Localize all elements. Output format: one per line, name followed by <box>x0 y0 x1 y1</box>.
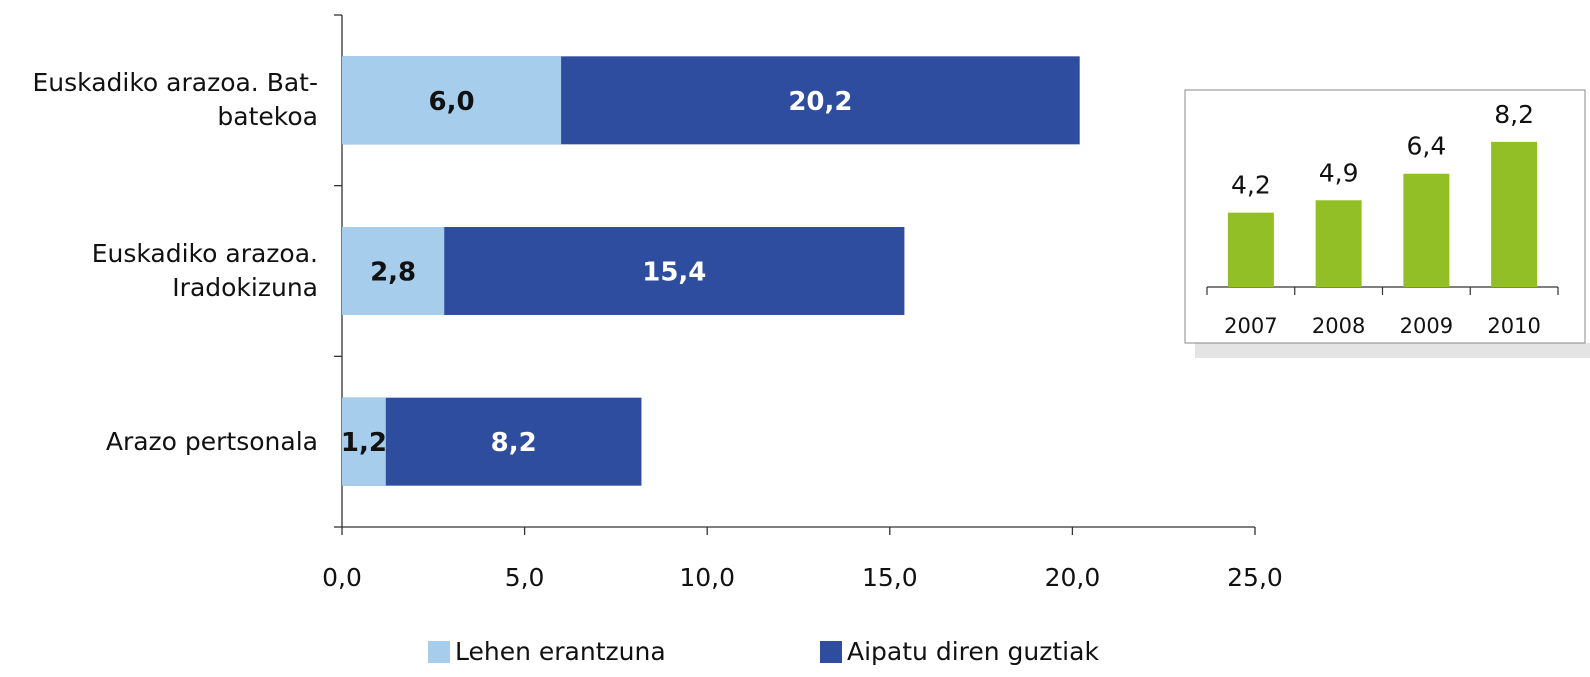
x-tick-label: 20,0 <box>1045 563 1101 592</box>
data-label: 8,2 <box>491 428 537 458</box>
data-label: 2,8 <box>370 258 416 288</box>
data-label: 6,4 <box>1406 132 1446 161</box>
bar <box>1403 173 1450 287</box>
x-tick-label: 25,0 <box>1227 563 1283 592</box>
x-tick-label: 5,0 <box>505 563 545 592</box>
legend-label: Lehen erantzuna <box>455 637 666 666</box>
bar <box>1491 141 1538 287</box>
bar <box>1227 212 1274 287</box>
bar <box>342 397 386 486</box>
x-tick-label: 2010 <box>1487 314 1540 338</box>
x-tick-label: 2007 <box>1224 314 1277 338</box>
data-label: 1,2 <box>341 428 387 458</box>
bar <box>342 227 445 315</box>
x-tick-label: 2008 <box>1312 314 1365 338</box>
x-tick-label: 15,0 <box>862 563 918 592</box>
y-tick-label: Euskadiko arazoa. Iradokizuna <box>91 239 318 302</box>
y-tick-label: Euskadiko arazoa. Bat- batekoa <box>32 68 318 132</box>
bar <box>342 56 562 145</box>
x-tick-label: 0,0 <box>322 563 362 592</box>
x-tick-label: 10,0 <box>679 563 735 592</box>
legend-swatch <box>428 641 450 663</box>
x-tick-label: 2009 <box>1400 314 1453 338</box>
legend-label: Aipatu diren guztiak <box>847 637 1099 666</box>
data-label: 4,9 <box>1319 158 1359 187</box>
bar <box>342 397 642 486</box>
data-label: 15,4 <box>642 258 706 288</box>
y-tick-label: Arazo pertsonala <box>105 426 318 456</box>
data-label: 20,2 <box>788 87 852 117</box>
data-label: 6,0 <box>429 87 475 117</box>
inset-shadow <box>1195 343 1590 358</box>
data-label: 8,2 <box>1494 100 1534 129</box>
bar <box>1315 200 1362 287</box>
legend-swatch <box>820 641 842 663</box>
data-label: 4,2 <box>1231 171 1271 200</box>
